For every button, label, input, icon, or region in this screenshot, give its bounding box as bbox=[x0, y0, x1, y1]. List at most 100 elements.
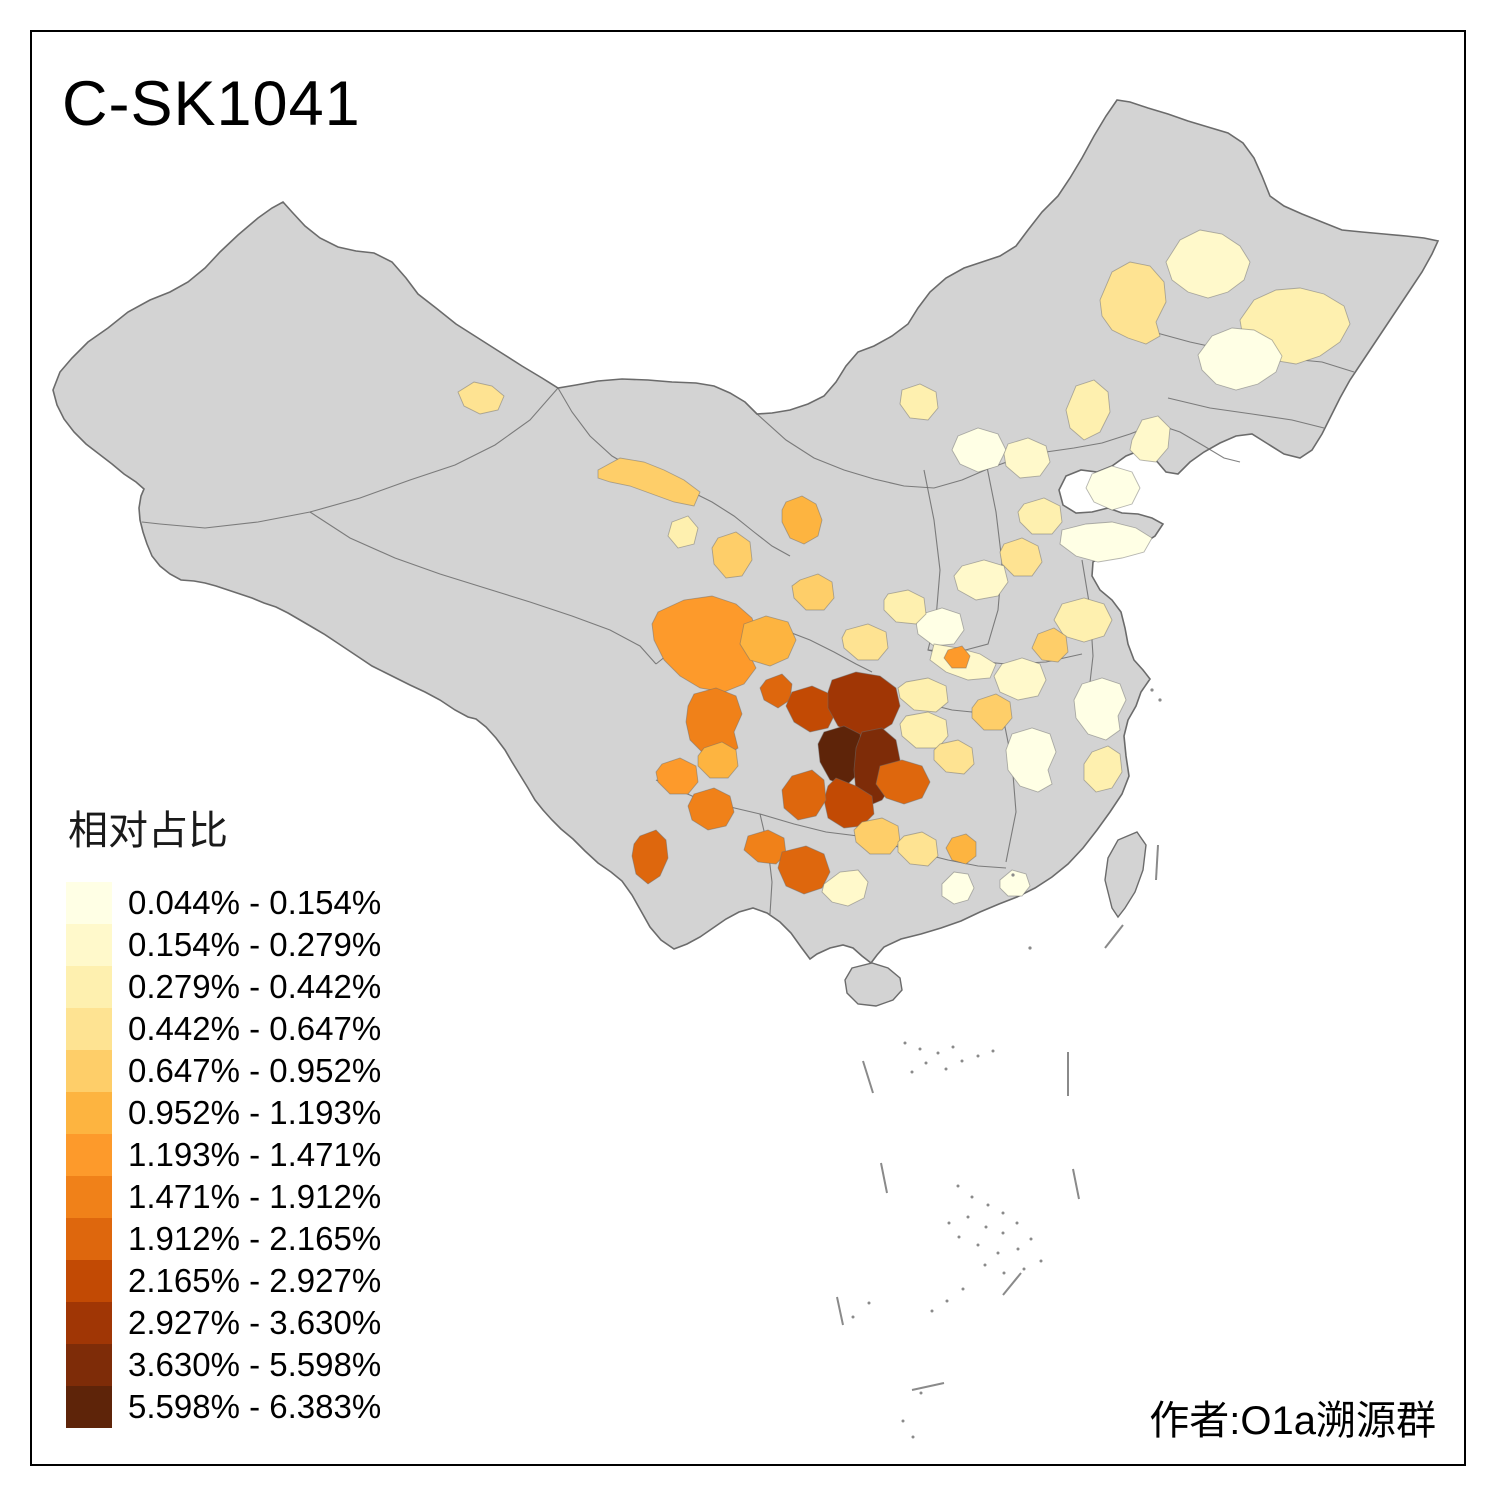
island-dot bbox=[956, 1184, 960, 1188]
legend-label: 0.442% - 0.647% bbox=[128, 1010, 382, 1047]
island-dot bbox=[1015, 1221, 1019, 1225]
prefecture-region bbox=[1003, 437, 1051, 479]
prefecture-region bbox=[883, 589, 927, 625]
prefecture-region bbox=[915, 607, 965, 647]
island-dot bbox=[945, 1299, 949, 1303]
legend-label: 3.630% - 5.598% bbox=[128, 1346, 382, 1383]
prefecture-region bbox=[1017, 497, 1063, 535]
hainan-island bbox=[844, 962, 903, 1007]
nine-dash-line-segment bbox=[880, 1162, 888, 1194]
prefecture-region bbox=[597, 457, 701, 507]
island-dot bbox=[944, 1067, 948, 1071]
legend-label: 2.165% - 2.927% bbox=[128, 1262, 382, 1299]
legend-swatch bbox=[66, 1008, 112, 1050]
legend-label: 0.279% - 0.442% bbox=[128, 968, 382, 1005]
prefecture-region bbox=[1059, 521, 1153, 563]
legend-title: 相对占比 bbox=[68, 809, 228, 853]
prefecture-region bbox=[817, 725, 865, 787]
prefecture-region bbox=[971, 693, 1013, 731]
island-dot bbox=[976, 1243, 980, 1247]
legend-row: 0.279% - 0.442% bbox=[66, 966, 381, 1008]
island-dot bbox=[1002, 1271, 1006, 1275]
island-dot bbox=[919, 1391, 923, 1395]
island-dot bbox=[851, 1315, 855, 1319]
attribution-text: 作者:O1a溯源群 bbox=[1149, 1399, 1436, 1443]
legend-swatch bbox=[66, 882, 112, 924]
prefecture-region bbox=[1083, 745, 1123, 793]
island-dot bbox=[903, 1041, 907, 1045]
island-dot bbox=[911, 1435, 915, 1439]
nine-dash-line-segment bbox=[1104, 924, 1124, 949]
prefecture-region bbox=[777, 845, 831, 895]
province-boundary bbox=[309, 511, 657, 665]
prefecture-region bbox=[953, 559, 1009, 601]
island-dot bbox=[930, 1309, 934, 1313]
legend-swatch bbox=[66, 1386, 112, 1428]
legend-row: 0.647% - 0.952% bbox=[66, 1050, 381, 1092]
island-dot bbox=[1029, 1237, 1033, 1241]
prefecture-region bbox=[697, 741, 739, 779]
legend-row: 0.154% - 0.279% bbox=[66, 924, 381, 966]
island-dot bbox=[1158, 698, 1162, 702]
prefecture-region bbox=[1065, 379, 1111, 441]
island-dot bbox=[991, 1049, 995, 1053]
legend-swatch bbox=[66, 1176, 112, 1218]
legend-swatch bbox=[66, 924, 112, 966]
island-dot bbox=[910, 1070, 914, 1074]
prefecture-region bbox=[1053, 597, 1113, 643]
prefecture-region bbox=[823, 777, 875, 829]
prefecture-region bbox=[941, 871, 975, 905]
island-dot bbox=[960, 1059, 964, 1063]
prefecture-region bbox=[897, 831, 939, 867]
island-dot bbox=[1039, 1259, 1043, 1263]
prefecture-region bbox=[655, 757, 699, 795]
prefecture-region bbox=[853, 817, 901, 855]
prefecture-region bbox=[791, 573, 835, 611]
prefecture-region bbox=[631, 829, 669, 885]
prefecture-region bbox=[945, 833, 977, 865]
prefecture-region bbox=[827, 671, 901, 737]
legend-swatch bbox=[66, 1092, 112, 1134]
nine-dash-line-segment bbox=[911, 1382, 945, 1391]
island-dot bbox=[918, 1047, 922, 1051]
nine-dash-line-segment bbox=[1002, 1272, 1022, 1296]
prefecture-region bbox=[999, 869, 1031, 897]
page-title: C-SK1041 bbox=[62, 69, 361, 139]
prefecture-region bbox=[875, 759, 931, 805]
legend-row: 1.912% - 2.165% bbox=[66, 1218, 381, 1260]
province-boundary bbox=[141, 387, 559, 529]
legend-row: 2.927% - 3.630% bbox=[66, 1302, 381, 1344]
prefecture-region bbox=[993, 657, 1047, 701]
legend-label: 0.044% - 0.154% bbox=[128, 884, 382, 921]
province-boundary bbox=[1167, 397, 1325, 429]
legend-swatch bbox=[66, 966, 112, 1008]
island-dot bbox=[936, 1051, 940, 1055]
prefecture-region bbox=[899, 383, 939, 421]
prefecture-region bbox=[1165, 229, 1251, 299]
legend-label: 5.598% - 6.383% bbox=[128, 1388, 382, 1425]
prefecture-region bbox=[821, 869, 869, 907]
legend-label: 2.927% - 3.630% bbox=[128, 1304, 382, 1341]
prefecture-region bbox=[759, 673, 793, 709]
legend-items: 0.044% - 0.154% 0.154% - 0.279% 0.279% - 0… bbox=[66, 882, 381, 1428]
island-dot bbox=[961, 1287, 965, 1291]
island-dot bbox=[970, 1195, 974, 1199]
island-dot bbox=[976, 1054, 980, 1058]
prefecture-region bbox=[1099, 261, 1167, 345]
island-dot bbox=[983, 1263, 987, 1267]
legend-row: 5.598% - 6.383% bbox=[66, 1386, 381, 1428]
legend-label: 1.912% - 2.165% bbox=[128, 1220, 382, 1257]
mainland-outline bbox=[52, 99, 1440, 965]
prefecture-region bbox=[781, 495, 823, 545]
island-dot bbox=[984, 1225, 988, 1229]
prefecture-region bbox=[651, 595, 759, 693]
legend-label: 0.952% - 1.193% bbox=[128, 1094, 382, 1131]
legend-label: 1.193% - 1.471% bbox=[128, 1136, 382, 1173]
prefecture-region bbox=[951, 427, 1007, 473]
sea-islets bbox=[851, 688, 1162, 1439]
nine-dash-line bbox=[836, 844, 1159, 1391]
nine-dash-line-segment bbox=[836, 1296, 844, 1326]
island-dot bbox=[1028, 946, 1032, 950]
nine-dash-line-segment bbox=[1155, 844, 1159, 881]
legend-label: 0.154% - 0.279% bbox=[128, 926, 382, 963]
